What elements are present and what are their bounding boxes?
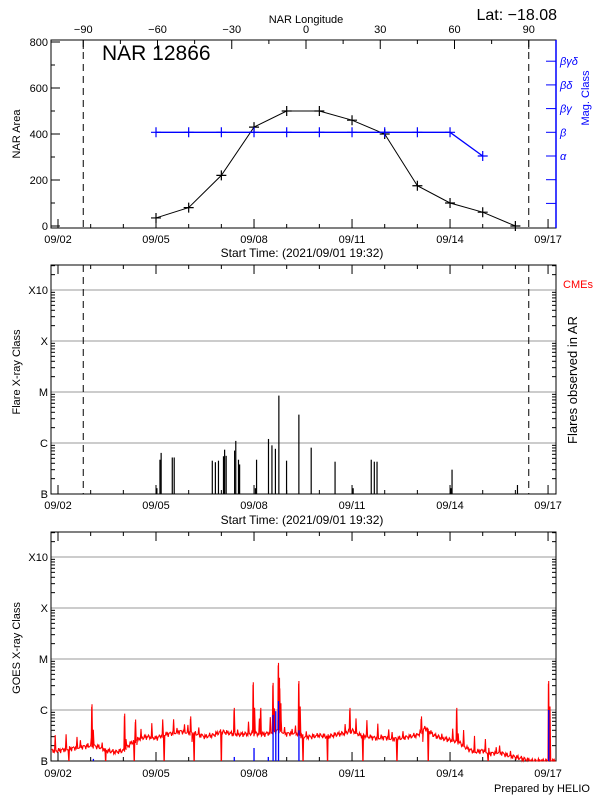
nar-area-point bbox=[510, 221, 521, 231]
flare-ytick-label: M bbox=[39, 387, 48, 399]
flare-ytick-label: B bbox=[41, 489, 48, 501]
panel2-xtick-label: 09/02 bbox=[44, 500, 72, 512]
panel-nar-area: 09/02 09/05 09/08 09/11 09/14 09/170200400600… bbox=[30, 24, 579, 246]
panel1-xtick-label: 09/17 bbox=[534, 234, 562, 246]
footer-credit: Prepared by HELIO bbox=[494, 783, 590, 795]
mag-class-tick-label: βγ bbox=[559, 104, 573, 116]
panel-flares: B C M X X10 09/02 09/05 09/08 09/11 09/14 09/17 bbox=[28, 264, 562, 512]
panel3-xtick-label: 09/11 bbox=[339, 768, 366, 780]
nar-area-point bbox=[412, 180, 423, 191]
panel1-xtick-label: 09/02 bbox=[44, 234, 72, 246]
goes-ytick-label: M bbox=[39, 654, 48, 666]
longitude-tick-label: 60 bbox=[448, 24, 460, 36]
mag-class-point bbox=[216, 127, 227, 138]
nar-area-point bbox=[183, 202, 194, 213]
area-ytick-label: 400 bbox=[30, 129, 48, 141]
nar-area-point bbox=[281, 106, 292, 116]
flare-class-axis-title: Flare X-ray Class bbox=[11, 329, 23, 414]
mag-class-point bbox=[314, 127, 325, 138]
mag-class-point bbox=[379, 127, 390, 138]
nar-area-point bbox=[445, 198, 456, 208]
panel1-frame bbox=[50, 39, 557, 229]
flare-ytick-label: X10 bbox=[28, 285, 48, 297]
mag-class-point bbox=[281, 127, 292, 138]
panel1-xtick-label: 09/11 bbox=[339, 234, 366, 246]
panel2-xtick-label: 09/05 bbox=[142, 500, 170, 512]
mag-class-tick-label: β bbox=[559, 127, 567, 139]
latitude-label: Lat: −18.08 bbox=[476, 7, 557, 24]
mag-class-point bbox=[151, 127, 162, 138]
panel1-time-axis-title: Start Time: (2021/09/01 19:32) bbox=[221, 246, 384, 260]
cme-legend: CMEs bbox=[563, 279, 593, 291]
panel2-frame bbox=[50, 264, 557, 495]
mag-class-point bbox=[477, 151, 488, 161]
longitude-axis-title: NAR Longitude bbox=[269, 14, 344, 26]
nar-area-point bbox=[347, 115, 358, 126]
flare-ytick-label: C bbox=[40, 438, 48, 450]
area-ytick-label: 800 bbox=[30, 37, 48, 49]
mag-class-point bbox=[412, 127, 423, 138]
longitude-tick-label: 0 bbox=[303, 24, 309, 36]
goes-class-axis-title: GOES X-ray Class bbox=[11, 602, 23, 694]
longitude-tick-label: −60 bbox=[148, 24, 167, 36]
panel1-xtick-label: 09/05 bbox=[142, 234, 170, 246]
longitude-tick-label: −90 bbox=[74, 24, 93, 36]
panel1-xtick-label: 09/14 bbox=[436, 234, 464, 246]
goes-ytick-label: C bbox=[40, 705, 48, 717]
area-ytick-label: 0 bbox=[42, 221, 48, 233]
goes-ytick-label: B bbox=[41, 756, 48, 768]
panel2-xtick-label: 09/08 bbox=[240, 500, 268, 512]
mag-class-point bbox=[347, 127, 358, 138]
panel3-xtick-label: 09/08 bbox=[240, 768, 268, 780]
panel2-time-axis-title: Start Time: (2021/09/01 19:32) bbox=[221, 513, 384, 527]
panel3-xtick-label: 09/14 bbox=[436, 768, 464, 780]
longitude-tick-label: −30 bbox=[222, 24, 241, 36]
longitude-tick-label: 90 bbox=[523, 24, 535, 36]
panel3-frame bbox=[50, 531, 557, 762]
flare-ytick-label: X bbox=[41, 336, 49, 348]
area-axis-title: NAR Area bbox=[11, 109, 23, 159]
panel2-xtick-label: 09/17 bbox=[534, 500, 562, 512]
mag-class-axis-title: Mag. Class bbox=[580, 70, 592, 126]
longitude-tick-label: 30 bbox=[374, 24, 386, 36]
flares-in-ar-axis-title: Flares observed in AR bbox=[565, 316, 580, 444]
area-ytick-label: 200 bbox=[30, 175, 48, 187]
mag-class-tick-label: βγδ bbox=[559, 56, 579, 68]
chart-title: NAR 12866 bbox=[102, 42, 211, 65]
mag-class-point bbox=[249, 127, 260, 138]
panel2-xtick-label: 09/11 bbox=[339, 500, 366, 512]
panel3-xtick-label: 09/05 bbox=[142, 768, 170, 780]
goes-ytick-label: X10 bbox=[28, 552, 48, 564]
nar-area-line bbox=[155, 110, 516, 227]
nar-area-point bbox=[314, 106, 325, 116]
panel3-xtick-label: 09/02 bbox=[44, 768, 72, 780]
panel3-xtick-label: 09/17 bbox=[534, 768, 562, 780]
area-ytick-label: 600 bbox=[30, 83, 48, 95]
mag-class-point bbox=[183, 127, 194, 138]
panel2-xtick-label: 09/14 bbox=[436, 500, 464, 512]
nar-area-point bbox=[216, 170, 227, 181]
panel1-xtick-label: 09/08 bbox=[240, 234, 268, 246]
mag-class-tick-label: α bbox=[560, 151, 567, 163]
goes-long-channel-line bbox=[51, 662, 556, 763]
mag-class-point bbox=[445, 127, 456, 138]
mag-class-tick-label: βδ bbox=[559, 80, 573, 92]
nar-area-point bbox=[477, 207, 488, 218]
panel-goes: B C M X X10 09/02 09/05 09/08 09/11 09/14 09/17 bbox=[28, 531, 562, 780]
goes-ytick-label: X bbox=[41, 603, 49, 615]
nar-area-point bbox=[151, 212, 162, 223]
